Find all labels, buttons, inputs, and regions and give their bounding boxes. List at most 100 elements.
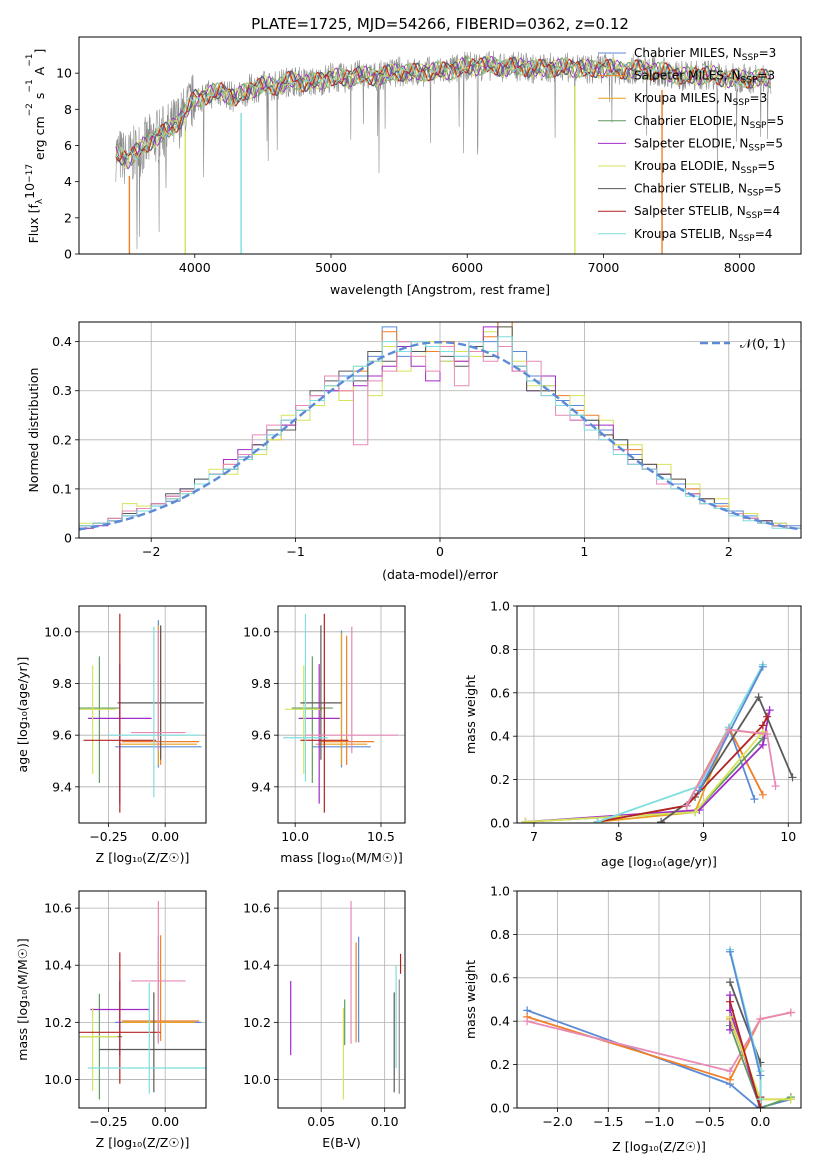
- weight-vs-age-marker-10-3: [771, 782, 780, 791]
- spectrum-ytick-label-2: 4: [64, 174, 72, 189]
- legend-label-main-1: Salpeter MILES, N: [634, 69, 741, 83]
- weight-vs-Z-marker-9-2: [756, 1095, 765, 1104]
- spectrum-ylabel-part-3: −17: [25, 164, 35, 183]
- weight-vs-age-marker-9-0: [695, 786, 704, 795]
- clip-weight-vs-Z-plot-area: [523, 945, 795, 1108]
- weight-vs-age-marker-1-3: [758, 790, 767, 799]
- legend-label-eq-7: =4: [763, 204, 781, 218]
- weight-vs-Z-xtick-label-3: −0.5: [695, 1114, 725, 1129]
- weight-vs-Z-series-10: [729, 951, 762, 1076]
- weight-vs-age-xtick-label-2: 9: [700, 829, 708, 844]
- weight-vs-Z-xtick-label-0: −2.0: [542, 1114, 572, 1129]
- spectrum-ylabel-part-8: A: [32, 66, 47, 79]
- weight-vs-Z-ytick-label-5: 1.0: [490, 884, 510, 899]
- legend-label-4: Salpeter ELODIE, NSSP=5: [634, 136, 783, 153]
- weight-vs-age-marker-10-0: [682, 801, 691, 810]
- age-vs-Z-ytick-label-2: 9.8: [52, 676, 72, 691]
- clip-spectrum-plot-area: [115, 50, 772, 254]
- age-vs-Z-xtick-label-1: 0.00: [151, 829, 179, 844]
- clip-mass-vs-ebv-plot-area: [290, 900, 402, 1100]
- weight-vs-Z-marker-8-0: [726, 997, 734, 1006]
- weight-vs-Z-marker-5-1: [726, 1025, 734, 1034]
- age-vs-mass-ytick-label-0: 9.4: [251, 779, 271, 794]
- legend-label-7: Salpeter STELIB, NSSP=4: [634, 204, 780, 221]
- clip-residuals-plot-area: [79, 322, 801, 538]
- legend-label-sub-4: SSP: [748, 143, 765, 153]
- weight-vs-Z-marker-1-1: [726, 1075, 734, 1084]
- weight-vs-age-ytick-label-1: 0.2: [490, 772, 510, 787]
- age-vs-mass-panel: 10.0 10.5 9.4 9.6 9.8 10.0 mass [log₁₀(M/M☉)]: [243, 605, 406, 865]
- residuals-ytick-label-1: 0.1: [52, 481, 72, 496]
- weight-vs-age-series-9: [698, 666, 764, 791]
- age-vs-mass-ytick-label-1: 9.6: [251, 728, 271, 743]
- weight-vs-Z-xlabel: Z [log₁₀(Z/Z☉)]: [612, 1139, 706, 1154]
- weight-vs-age-series-8: [597, 664, 764, 823]
- mass-vs-metallicity-panel: −0.25 0.00 10.0 10.2 10.4 10.6 Z [log₁₀(Z/Z☉)]…: [15, 890, 207, 1150]
- weight-vs-age-marker-8-0: [593, 817, 602, 823]
- legend-label-main-7: Salpeter STELIB, N: [634, 204, 746, 218]
- spectrum-xlabel: wavelength [Angstrom, rest frame]: [330, 282, 550, 297]
- age-vs-mass-ytick-label-2: 9.8: [251, 676, 271, 691]
- age-vs-mass-ytick-label-3: 10.0: [243, 624, 271, 639]
- weight-vs-age-marker-10-2: [763, 730, 772, 739]
- mass-vs-Z-ytick-label-1: 10.2: [44, 1015, 72, 1030]
- legend-label-main-5: Kroupa ELODIE, N: [634, 159, 741, 173]
- model-spectrum-6: [115, 55, 771, 166]
- residuals-ytick-label-4: 0.4: [52, 334, 72, 349]
- legend-label-5: Kroupa ELODIE, NSSP=5: [634, 159, 775, 176]
- mass-vs-ebv-xtick-label-0: 0.05: [307, 1114, 335, 1129]
- clip-mass-vs-Z-plot-area: [79, 900, 206, 1100]
- mass-vs-Z-xtick-label-0: −0.25: [89, 1114, 127, 1129]
- legend-label-sub-2: SSP: [733, 98, 750, 108]
- weight-vs-age-frame: [516, 605, 802, 824]
- mass-vs-ebv-frame: [277, 890, 406, 1109]
- spectrum-ytick-label-5: 10: [56, 66, 72, 81]
- legend-label-sub-8: SSP: [738, 234, 755, 244]
- legend-label-main-0: Chabrier MILES, N: [634, 46, 742, 60]
- weight-vs-Z-ytick-label-3: 0.6: [490, 970, 510, 985]
- weight-vs-age-ytick-label-2: 0.4: [490, 729, 510, 744]
- weight-vs-Z-marker-0-2: [754, 1104, 763, 1108]
- legend-label-8: Kroupa STELIB, NSSP=4: [634, 227, 772, 244]
- clip-weight-vs-age-plot-area: [521, 660, 797, 823]
- mass-weight-vs-metallicity-panel: −2.0 −1.5 −1.0 −0.5 0.0 0.0 0.2 0.4 0.6 0.8 1.0 Z […: [463, 884, 802, 1154]
- weight-vs-Z-series-4: [729, 1025, 792, 1108]
- legend-label-eq-4: =5: [765, 136, 783, 150]
- mass-vs-Z-frame: [78, 890, 207, 1109]
- mass-vs-ebv-xtick-label-1: 0.10: [371, 1114, 399, 1129]
- weight-vs-age-series-10: [685, 728, 777, 807]
- weight-vs-age-xtick-label-1: 8: [615, 829, 623, 844]
- age-vs-metallicity-panel: −0.25 0.00 9.4 9.6 9.8 10.0 Z [log₁₀(Z/Z☉)] age…: [15, 605, 207, 865]
- mass-vs-ebv-panel: 0.05 0.10 10.0 10.2 10.4 10.6 E(B-V): [243, 890, 406, 1150]
- weight-vs-age-xlabel: age [log₁₀(age/yr)]: [601, 854, 717, 869]
- spectrum-ytick-label-1: 2: [64, 210, 72, 225]
- weight-vs-Z-marker-3-2: [756, 1015, 765, 1024]
- weight-vs-age-xtick-label-3: 10: [780, 829, 796, 844]
- weight-vs-Z-marker-3-1: [726, 1067, 734, 1076]
- weight-vs-age-marker-9-1: [758, 662, 767, 671]
- weight-vs-age-marker-0-3: [750, 795, 759, 804]
- weight-vs-age-ytick-label-3: 0.6: [490, 685, 510, 700]
- weight-vs-age-series-6: [660, 695, 794, 823]
- residuals-ytick-label-3: 0.3: [52, 383, 72, 398]
- legend-label-sub-7: SSP: [746, 211, 763, 221]
- spectrum-xtick-label-1: 5000: [315, 260, 347, 275]
- residuals-xtick-label-4: 2: [725, 544, 733, 559]
- weight-vs-age-ytick-label-0: 0.0: [490, 816, 510, 831]
- spectrum-xtick-label-3: 7000: [588, 260, 620, 275]
- spectrum-ylabel: Flux [fλ10−17 erg cm−2 s−1 A−1]: [22, 49, 47, 244]
- spectrum-xtick-label-0: 4000: [179, 260, 211, 275]
- mass-weight-vs-age-panel: 7 8 9 10 0.0 0.2 0.4 0.6 0.8 1.0 age [log₁₀(age/yr…: [463, 599, 802, 869]
- weight-vs-age-marker-6-0: [657, 817, 666, 823]
- age-vs-mass-xtick-label-1: 10.5: [367, 829, 395, 844]
- spectrum-ylabel-part-0: Flux [f: [26, 204, 41, 244]
- age-vs-Z-ytick-label-0: 9.4: [52, 779, 72, 794]
- spectrum-ylabel-part-7: −1: [25, 79, 35, 92]
- spectrum-frame: [78, 36, 802, 255]
- legend-label-eq-5: =5: [757, 159, 775, 173]
- mass-vs-ebv-ytick-label-0: 10.0: [243, 1072, 271, 1087]
- weight-vs-age-marker-5-0: [521, 817, 530, 823]
- mass-vs-Z-ytick-label-3: 10.6: [44, 901, 72, 916]
- weight-vs-Z-xtick-label-4: 0.0: [750, 1114, 770, 1129]
